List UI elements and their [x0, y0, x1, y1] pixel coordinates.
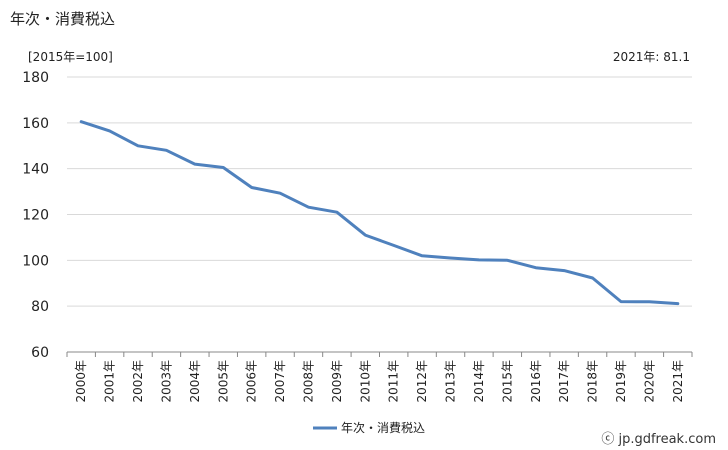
x-tick-label: 2001年	[103, 360, 117, 403]
x-tick-label: 2004年	[188, 360, 202, 403]
y-tick-label: 80	[31, 299, 49, 315]
x-tick-label: 2021年	[671, 360, 685, 403]
x-tick-label: 2018年	[586, 360, 600, 403]
x-tick-label: 2014年	[472, 360, 486, 403]
x-tick-label: 2012年	[415, 360, 429, 403]
unit-label: [2015年=100]	[28, 50, 113, 64]
x-tick-label: 2017年	[557, 360, 571, 403]
credit-link[interactable]: ⓒ jp.gdfreak.com	[601, 432, 716, 447]
x-tick-label: 2011年	[387, 360, 401, 403]
x-tick-label: 2002年	[131, 360, 145, 403]
x-tick-label: 2016年	[529, 360, 543, 403]
x-tick-label: 2020年	[642, 360, 656, 403]
chart-title: 年次・消費税込	[10, 10, 116, 28]
x-tick-label: 2000年	[74, 360, 88, 403]
latest-value-label: 2021年: 81.1	[612, 50, 690, 64]
y-tick-label: 60	[31, 345, 49, 361]
legend-label: 年次・消費税込	[341, 420, 425, 435]
x-tick-label: 2007年	[273, 360, 287, 403]
x-tick-label: 2006年	[245, 360, 259, 403]
x-tick-label: 2010年	[358, 360, 372, 403]
y-tick-label: 140	[22, 162, 49, 178]
x-tick-label: 2013年	[444, 360, 458, 403]
y-tick-label: 180	[22, 70, 49, 86]
y-tick-label: 160	[22, 116, 49, 132]
y-tick-label: 120	[22, 208, 49, 224]
x-tick-label: 2015年	[500, 360, 514, 403]
x-tick-label: 2003年	[159, 360, 173, 403]
y-tick-label: 100	[22, 253, 49, 269]
x-tick-label: 2008年	[301, 360, 315, 403]
x-tick-label: 2019年	[614, 360, 628, 403]
series-line	[79, 120, 680, 306]
x-tick-label: 2005年	[216, 360, 230, 403]
x-tick-label: 2009年	[330, 360, 344, 403]
